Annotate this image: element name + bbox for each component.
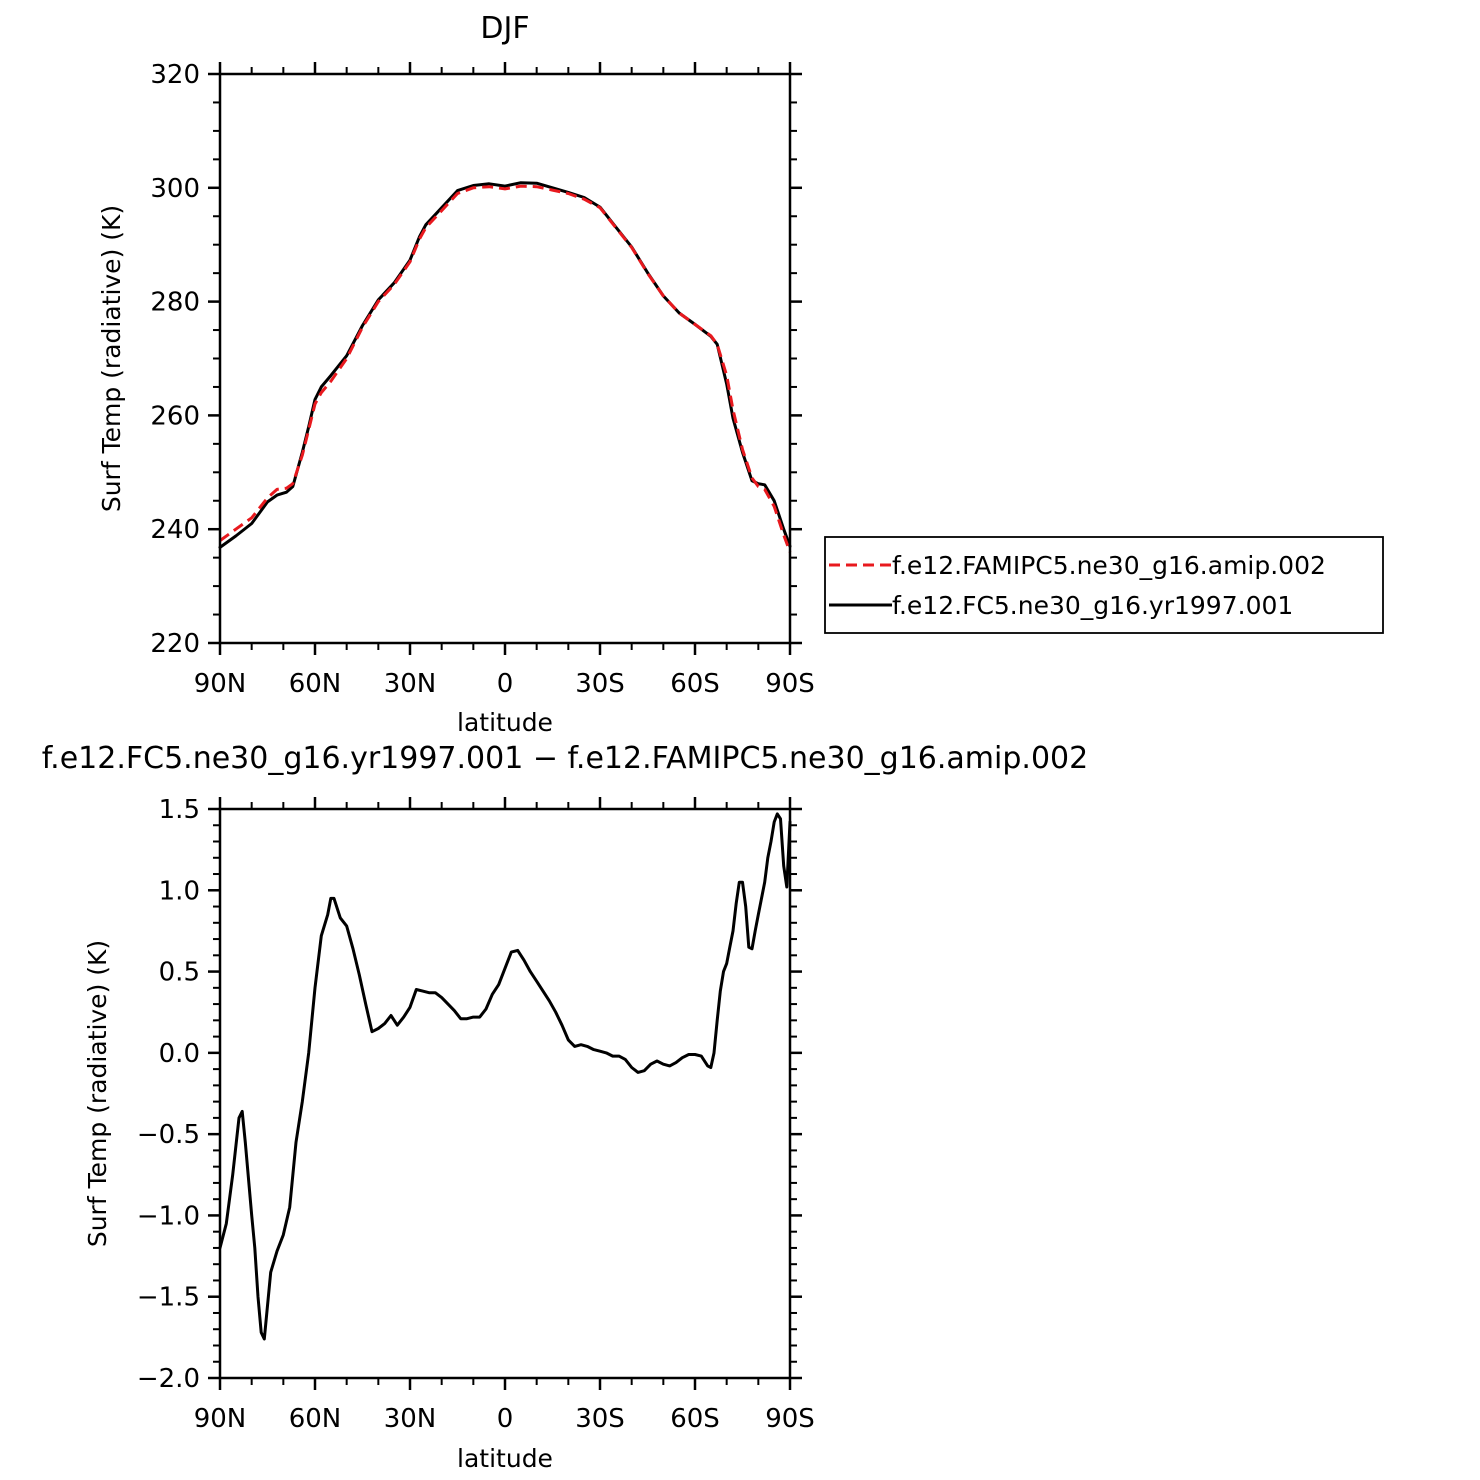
y-tick-label: 320 <box>150 60 200 90</box>
y-tick-label: 1.5 <box>159 795 200 825</box>
legend-label-amip: f.e12.FAMIPC5.ne30_g16.amip.002 <box>892 551 1326 580</box>
top-plot-ticks: 90N 60N 30N 0 30S 60S 90S 220 240 260 280 300 320 <box>150 60 814 699</box>
y-tick-label: 280 <box>150 288 200 318</box>
bottom-plot-x-axis-label: latitude <box>457 1444 553 1473</box>
x-tick-label: 30N <box>384 1404 437 1434</box>
x-tick-label: 0 <box>497 1404 514 1434</box>
y-tick-label: −1.0 <box>137 1201 200 1231</box>
y-tick-label: 220 <box>150 629 200 659</box>
x-tick-label: 90N <box>194 669 247 699</box>
x-tick-label: 30N <box>384 669 437 699</box>
y-tick-label: 1.0 <box>159 876 200 906</box>
x-tick-label: 30S <box>575 669 625 699</box>
y-tick-label: 260 <box>150 401 200 431</box>
top-plot: DJF 90N 60N 30N 0 30S 60S 90S 220 240 260 280 300 32… <box>97 11 1384 737</box>
top-plot-lines <box>218 181 792 553</box>
x-tick-label: 60N <box>289 1404 342 1434</box>
x-tick-label: 60N <box>289 669 342 699</box>
legend-label-fc5: f.e12.FC5.ne30_g16.yr1997.001 <box>892 591 1293 620</box>
x-tick-label: 90N <box>194 1404 247 1434</box>
bottom-plot: f.e12.FC5.ne30_g16.yr1997.001 − f.e12.FA… <box>42 741 1088 1473</box>
x-tick-label: 60S <box>670 1404 720 1434</box>
top-plot-frame <box>218 72 792 645</box>
y-tick-label: 0.0 <box>159 1039 200 1069</box>
x-tick-label: 90S <box>765 669 815 699</box>
bottom-plot-y-axis-label: Surf Temp (radiative) (K) <box>83 940 112 1247</box>
x-tick-label: 90S <box>765 1404 815 1434</box>
legend: f.e12.FAMIPC5.ne30_g16.amip.002 f.e12.FC… <box>824 536 1384 634</box>
bottom-plot-frame <box>218 807 792 1380</box>
y-tick-label: 0.5 <box>159 958 200 988</box>
legend-box <box>824 536 1384 634</box>
y-tick-label: −2.0 <box>137 1364 200 1394</box>
top-plot-x-axis-label: latitude <box>457 708 553 737</box>
bottom-plot-lines <box>218 812 792 1341</box>
bottom-plot-title: f.e12.FC5.ne30_g16.yr1997.001 − f.e12.FA… <box>42 741 1088 776</box>
x-tick-label: 30S <box>575 1404 625 1434</box>
y-tick-label: −1.5 <box>137 1283 200 1313</box>
difference-line <box>218 812 792 1341</box>
y-tick-label: 240 <box>150 515 200 545</box>
top-plot-title: DJF <box>480 11 529 46</box>
y-tick-label: 300 <box>150 174 200 204</box>
top-plot-y-axis-label: Surf Temp (radiative) (K) <box>97 205 126 512</box>
x-tick-label: 0 <box>497 669 514 699</box>
series-line-amip <box>219 184 792 553</box>
x-tick-label: 60S <box>670 669 720 699</box>
bottom-plot-ticks: 90N 60N 30N 0 30S 60S 90S −2.0 −1.5 −1.0 −0.5 0.0 0.… <box>137 795 815 1434</box>
y-tick-label: −0.5 <box>137 1120 200 1150</box>
series-line-fc5 <box>218 181 792 549</box>
